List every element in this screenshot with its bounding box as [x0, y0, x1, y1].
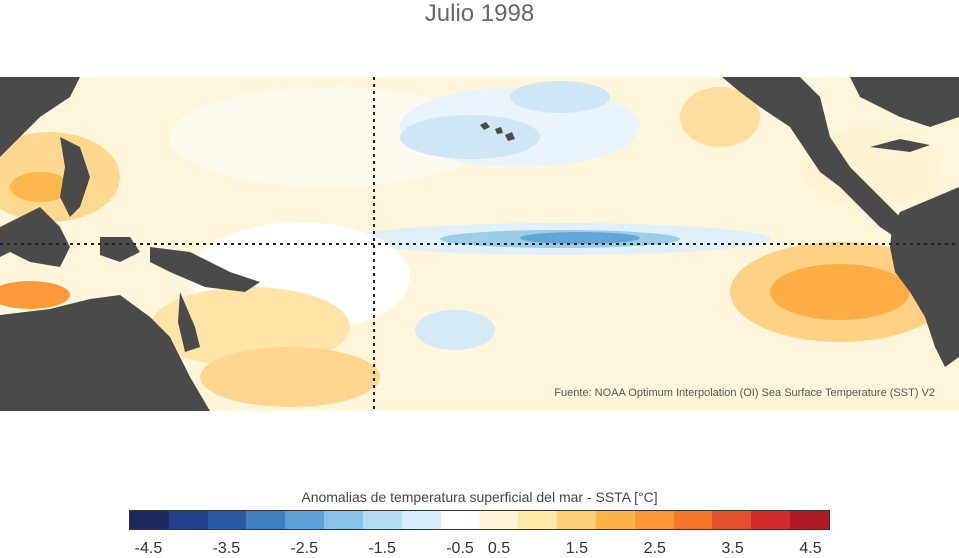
colorbar-tick-label: -2.5 [290, 540, 319, 557]
colorbar-title: Anomalias de temperatura superficial del… [301, 489, 658, 505]
colorbar-segment [130, 511, 169, 529]
colorbar-segment [518, 511, 558, 529]
colorbar [129, 510, 830, 530]
colorbar-segment [634, 511, 674, 529]
reference-lines [0, 77, 959, 411]
colorbar-segment [673, 511, 713, 529]
colorbar-segment [285, 511, 325, 529]
colorbar-tick-label: 2.5 [643, 540, 666, 557]
colorbar-tick-label: 3.5 [721, 540, 744, 557]
colorbar-segment [595, 511, 635, 529]
colorbar-segment [557, 511, 596, 529]
colorbar-segment [168, 511, 208, 529]
ssta-map [0, 77, 959, 411]
colorbar-segment [246, 511, 286, 529]
colorbar-tick-label: 4.5 [799, 540, 822, 557]
colorbar-segment [324, 511, 363, 529]
colorbar-tick-label: -3.5 [212, 540, 241, 557]
source-note: Fuente: NOAA Optimum Interpolation (OI) … [554, 387, 935, 399]
colorbar-segment [751, 511, 791, 529]
colorbar-segment [712, 511, 752, 529]
colorbar-segment [207, 511, 247, 529]
colorbar-tick-label: -4.5 [134, 540, 163, 557]
colorbar-segment [790, 511, 829, 529]
colorbar-segment [401, 511, 441, 529]
colorbar-segment [440, 511, 480, 529]
colorbar-segment [362, 511, 402, 529]
colorbar-tick-label: 0.5 [487, 540, 511, 557]
colorbar-tick-label: -1.5 [368, 540, 396, 557]
land-masses [0, 77, 959, 411]
colorbar-segment [479, 511, 519, 529]
map-title: Julio 1998 [424, 0, 535, 27]
colorbar-ticks: -4.5 -3.5 -2.5 -1.5 -0.5 0.5 1.5 2.5 3.5 4.5 [0, 540, 959, 558]
colorbar-tick-label: 1.5 [565, 540, 588, 557]
colorbar-tick-label: -0.5 [446, 540, 474, 557]
